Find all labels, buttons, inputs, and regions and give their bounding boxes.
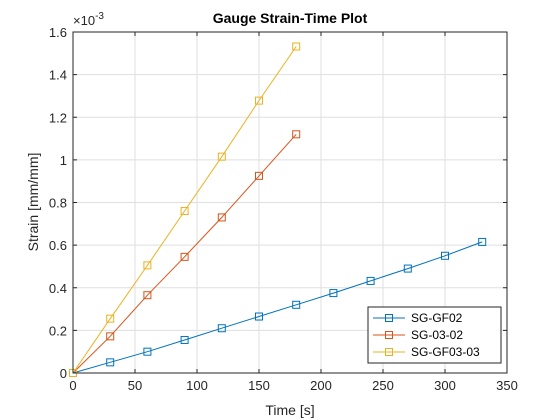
x-tick-label: 100: [186, 378, 208, 393]
x-axis-label: Time [s]: [265, 402, 314, 418]
x-tick-label: 200: [310, 378, 332, 393]
y-tick-label: 0.6: [49, 238, 67, 253]
chart-title: Gauge Strain-Time Plot: [213, 10, 368, 26]
y-tick-label: 1.6: [49, 25, 67, 40]
y-tick-label: 1: [60, 153, 67, 168]
x-tick-label: 0: [69, 378, 76, 393]
x-tick-label: 250: [372, 378, 394, 393]
x-tick-label: 350: [496, 378, 518, 393]
y-tick-label: 0.4: [49, 281, 67, 296]
legend-label: SG-GF03-03: [411, 345, 480, 359]
x-tick-label: 150: [248, 378, 270, 393]
y-tick-label: 1.4: [49, 68, 67, 83]
y-tick-label: 1.2: [49, 110, 67, 125]
y-multiplier-base: ×10: [73, 13, 95, 28]
legend-label: SG-03-02: [411, 328, 463, 342]
legend: SG-GF02 SG-03-02 SG-GF03-03: [368, 307, 501, 363]
y-tick-label: 0.8: [49, 196, 67, 211]
x-tick-label: 50: [128, 378, 142, 393]
legend-label: SG-GF02: [411, 311, 463, 325]
y-multiplier-exponent: -3: [95, 11, 104, 22]
y-axis-label: Strain [mm/mm]: [25, 153, 41, 252]
y-tick-label: 0: [60, 366, 67, 381]
x-tick-label: 300: [434, 378, 456, 393]
y-tick-label: 0.2: [49, 323, 67, 338]
